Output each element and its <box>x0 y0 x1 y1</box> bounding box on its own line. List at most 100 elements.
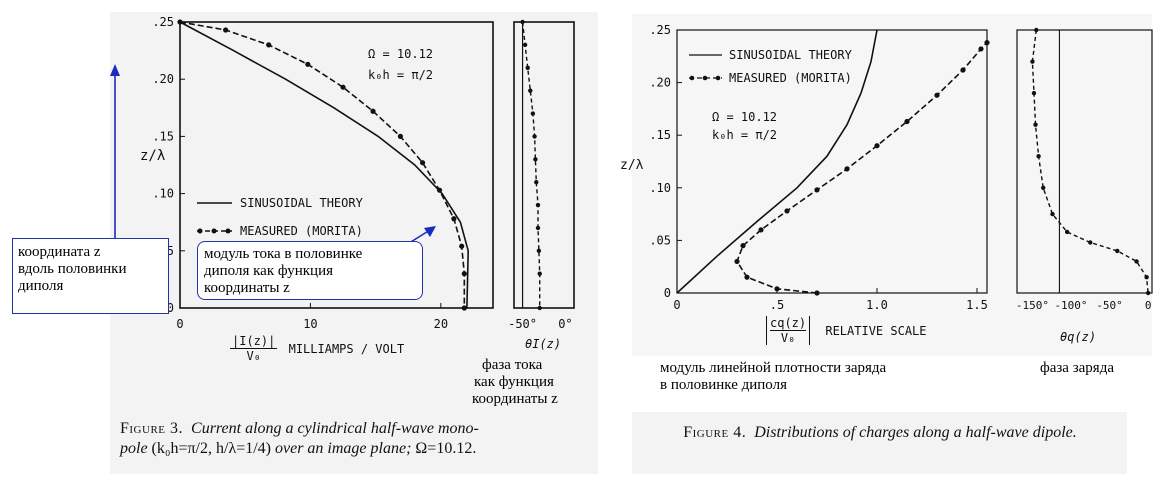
phase-point <box>533 157 538 162</box>
x-tick-label: 0 <box>176 317 183 331</box>
phase-point <box>1144 275 1149 280</box>
phase-point <box>535 225 541 231</box>
fig4-phase-frame <box>1016 29 1153 294</box>
measured-point <box>177 19 183 25</box>
measured-point <box>734 258 740 265</box>
fig4-caption-text: Distributions of charges along a half-wa… <box>754 424 1077 441</box>
phase-current-annotation: фаза тока как функция координаты z <box>472 357 592 408</box>
charge-mod-line1: модуль линейной плотности заряда <box>660 360 887 376</box>
current-mod-annotation-text: модуль тока в половинке диполя как функц… <box>204 246 422 297</box>
measured-point <box>960 67 966 73</box>
charge-mod-annotation: модуль линейной плотности заряда в полов… <box>660 360 980 394</box>
measured-point <box>844 166 850 172</box>
current-mod-line3: координаты z <box>204 280 290 296</box>
measured-point <box>904 118 910 125</box>
fig3-phase-frame <box>513 21 575 309</box>
y-tick-label: .05 <box>649 233 671 247</box>
coord-annotation-box <box>12 238 169 314</box>
measured-point <box>984 40 990 46</box>
phase-point <box>1088 240 1093 245</box>
phase-x-tick-label: 0 <box>1145 299 1152 312</box>
fig4-legend-dot <box>689 75 695 81</box>
measured-point <box>305 61 311 67</box>
x-tick-label: 10 <box>303 317 317 331</box>
fig3-legend-theory-label: SINUSOIDAL THEORY <box>240 196 363 210</box>
coord-annotation-text: координата z вдоль половинки диполя <box>18 244 168 295</box>
coord-annotation-line1: координата z <box>18 244 101 260</box>
phase-point <box>535 202 541 208</box>
phase-series-line <box>521 21 541 308</box>
current-mod-line2: диполя как функция <box>204 263 333 279</box>
phase-point <box>1041 185 1046 190</box>
phase-point <box>530 111 536 116</box>
phase-x-tick-label: 0° <box>558 317 572 331</box>
fig4-phase-label-text: θq(z) <box>1060 330 1097 344</box>
phase-point <box>1034 27 1039 33</box>
measured-point <box>266 42 272 48</box>
measured-point <box>223 27 229 33</box>
fig4-legend-dot <box>715 75 721 81</box>
x-tick-label: .5 <box>770 298 784 312</box>
fig4-koh-label: k₀h = π/2 <box>712 128 778 142</box>
fig4-y-axis-label: z/λ <box>620 158 644 173</box>
measured-point <box>874 143 880 149</box>
fig3-caption-text3: over an image plane; <box>275 440 412 457</box>
fig4-plot-frame <box>676 29 988 294</box>
fig3-legend-measured-label: MEASURED (MORITA) <box>240 224 363 238</box>
phase-point <box>1033 122 1038 127</box>
x-tick-label: 0 <box>673 298 680 312</box>
measured-point <box>419 160 426 166</box>
x-tick-label: 20 <box>434 317 448 331</box>
phase-point <box>522 42 528 48</box>
fig4-x-unit: RELATIVE SCALE <box>825 323 927 338</box>
measured-point <box>934 92 940 98</box>
measured-point <box>397 133 404 139</box>
fig3-x-frac-den: V₀ <box>246 349 261 363</box>
fig3-x-unit: MILLIAMPS / VOLT <box>288 341 405 356</box>
coord-annotation-line3: диполя <box>18 278 64 294</box>
fig4-x-frac-num: cq(z) <box>770 316 807 331</box>
fig4-phase-label: θq(z) <box>1060 330 1096 344</box>
phase-point <box>1036 154 1041 159</box>
fig3-phase-label-text: θI(z) <box>525 337 562 351</box>
theory-series-line <box>179 21 470 309</box>
measured-point <box>814 290 820 296</box>
y-tick-label: .25 <box>649 23 671 37</box>
phase-point <box>1115 248 1120 254</box>
fig3-caption: Figure 3. Current along a cylindrical ha… <box>120 419 590 459</box>
y-tick-label: 0 <box>664 286 671 300</box>
phase-x-tick-label: -150° <box>1016 299 1049 312</box>
theory-series-line <box>676 29 878 294</box>
measured-point <box>978 46 984 52</box>
fig3-x-frac-num: |I(z)| <box>230 334 278 349</box>
measured-point <box>758 227 764 233</box>
y-tick-label: .20 <box>649 76 671 90</box>
phase-point <box>532 134 537 139</box>
fig3-caption-text2: pole <box>120 440 148 457</box>
phase-point <box>1134 259 1139 264</box>
fig3-y-axis-label: z/λ <box>140 148 166 164</box>
measured-point <box>740 243 746 249</box>
fig3-x-axis-label: |I(z)| V₀ MILLIAMPS / VOLT <box>230 334 404 363</box>
phase-point <box>528 88 533 93</box>
current-mod-annotation-box <box>197 241 423 300</box>
phase-point <box>536 248 542 253</box>
y-tick-label: .25 <box>152 15 174 29</box>
phase-point <box>1050 211 1055 217</box>
phase-x-tick-label: -50° <box>1096 299 1123 312</box>
y-tick-label: .15 <box>649 128 671 142</box>
phase-point <box>1064 229 1070 235</box>
phase-cur-line2: как функция <box>474 374 554 390</box>
fig3-caption-params: (k₀h=π/2, h/λ=1/4) <box>151 440 271 457</box>
fig3-caption-label: Figure 3. <box>120 420 184 437</box>
fig3-koh-label: k₀h = π/2 <box>368 68 434 82</box>
phase-point <box>1145 290 1151 296</box>
fig4-caption: Figure 4. Distributions of charges along… <box>636 423 1124 443</box>
phase-point <box>525 65 530 70</box>
measured-point <box>814 187 820 193</box>
y-tick-label: .10 <box>152 187 174 201</box>
measured-point <box>436 187 443 193</box>
y-tick-label: 0 <box>167 301 174 315</box>
y-tick-label: .10 <box>649 181 671 195</box>
measured-point <box>744 274 750 280</box>
